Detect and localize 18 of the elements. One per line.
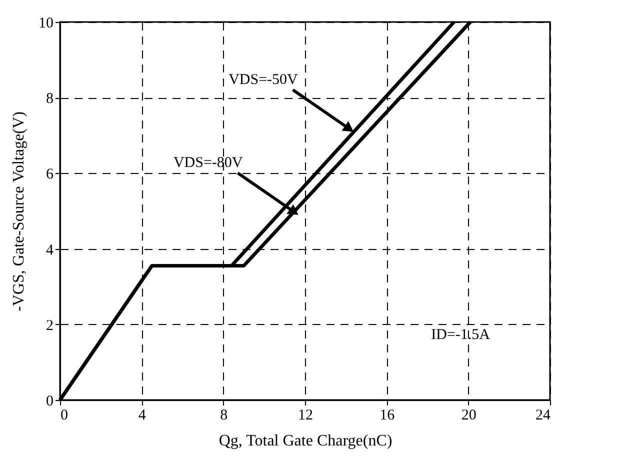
x-tick-label: 0 bbox=[60, 408, 68, 424]
x-axis-title: Qg, Total Gate Charge(nC) bbox=[218, 432, 392, 450]
y-tick-label: 8 bbox=[46, 91, 54, 108]
y-tick-label: 4 bbox=[46, 242, 54, 258]
x-tick-label: 16 bbox=[380, 408, 396, 424]
y-axis-title: -VGS, Gate-Source Voltage(V) bbox=[10, 112, 28, 312]
y-tick-label: 10 bbox=[38, 16, 54, 32]
y-tick-label: 6 bbox=[46, 166, 54, 183]
x-tick-label: 12 bbox=[298, 408, 313, 424]
annotation: VDS=-50V bbox=[228, 72, 298, 88]
x-tick-label: 8 bbox=[220, 408, 228, 424]
y-tick-label: 0 bbox=[46, 394, 54, 410]
annotation: ID=-1.5A bbox=[431, 327, 490, 343]
annotation: VDS=-80V bbox=[173, 155, 243, 171]
x-tick-label: 4 bbox=[138, 408, 146, 424]
y-tick-label: 2 bbox=[46, 318, 54, 334]
x-tick-label: 24 bbox=[536, 408, 551, 424]
x-tick-label: 20 bbox=[461, 408, 476, 424]
